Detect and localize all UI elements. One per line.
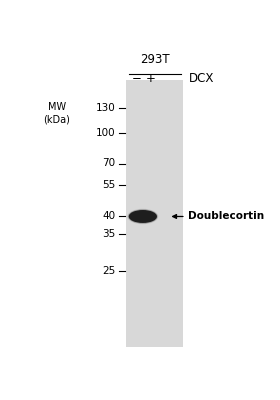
Text: 293T: 293T xyxy=(141,53,170,66)
Text: MW
(kDa): MW (kDa) xyxy=(43,102,70,124)
Text: 130: 130 xyxy=(95,103,115,113)
Text: DCX: DCX xyxy=(189,72,214,85)
Text: −: − xyxy=(132,72,141,85)
Text: +: + xyxy=(146,72,156,85)
Ellipse shape xyxy=(127,209,158,224)
Text: 55: 55 xyxy=(102,180,115,190)
Ellipse shape xyxy=(128,209,157,224)
Text: 40: 40 xyxy=(102,211,115,221)
Text: 100: 100 xyxy=(96,128,115,138)
Text: 25: 25 xyxy=(102,266,115,276)
Text: 35: 35 xyxy=(102,229,115,239)
Bar xyxy=(126,80,183,347)
Text: 70: 70 xyxy=(102,158,115,168)
Text: Doublecortin: Doublecortin xyxy=(188,212,264,222)
Ellipse shape xyxy=(129,210,157,223)
